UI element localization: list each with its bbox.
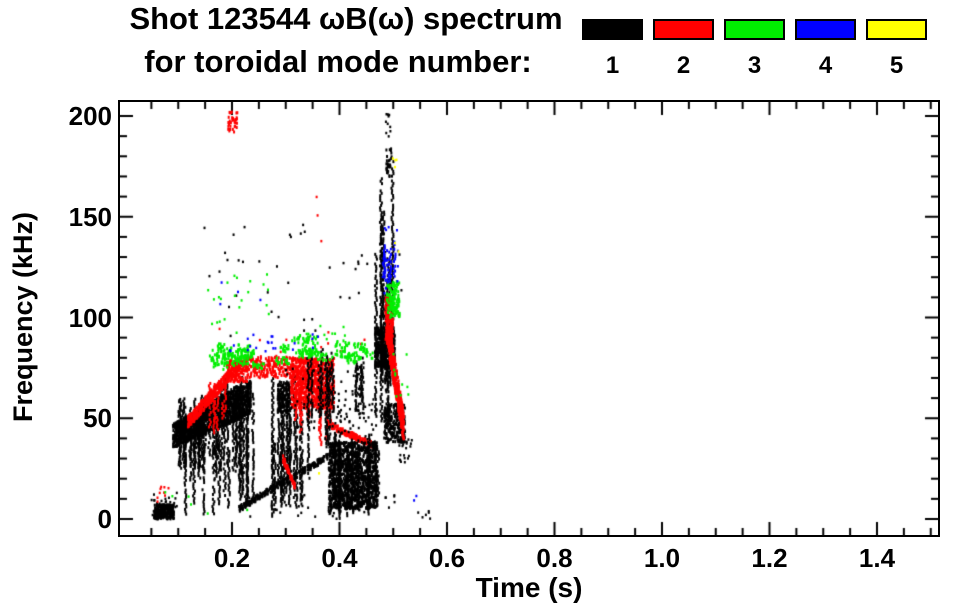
x-tick-label: 1.0 <box>643 543 681 573</box>
legend-swatch-mode-4 <box>795 19 856 40</box>
mode-legend-labels: 1 2 3 4 5 <box>582 52 927 80</box>
spectrogram-canvas <box>120 102 938 535</box>
x-tick-label: 0.6 <box>428 543 466 573</box>
legend-swatch-mode-3 <box>724 19 785 40</box>
legend-label-mode-5: 5 <box>889 52 904 79</box>
legend-label-mode-2: 2 <box>676 52 691 79</box>
plot-frame <box>118 100 940 537</box>
x-tick-label: 1.2 <box>751 543 788 573</box>
x-axis-title: Time (s) <box>475 572 583 603</box>
legend-swatch-mode-2 <box>653 19 714 40</box>
legend-label-mode-3: 3 <box>747 52 762 79</box>
plot-subtitle: for toroidal mode number: <box>144 44 532 79</box>
legend-label-mode-1: 1 <box>605 52 620 79</box>
y-tick-label: 200 <box>68 101 112 131</box>
x-tick-label: 0.2 <box>213 543 251 573</box>
x-tick-label: 0.8 <box>536 543 573 573</box>
y-tick-label: 150 <box>68 201 112 232</box>
mode-legend-swatches <box>582 19 927 40</box>
plot-title: Shot 123544 ωB(ω) spectrum <box>129 1 563 36</box>
legend-swatch-mode-5 <box>866 19 927 40</box>
legend-label-mode-4: 4 <box>818 52 833 79</box>
legend-swatch-mode-1 <box>582 19 643 40</box>
y-tick-label: 0 <box>97 504 112 534</box>
x-tick-label: 0.4 <box>321 543 358 573</box>
y-tick-label: 50 <box>83 403 112 434</box>
y-tick-label: 100 <box>68 302 112 333</box>
x-tick-label: 1.4 <box>858 543 896 573</box>
